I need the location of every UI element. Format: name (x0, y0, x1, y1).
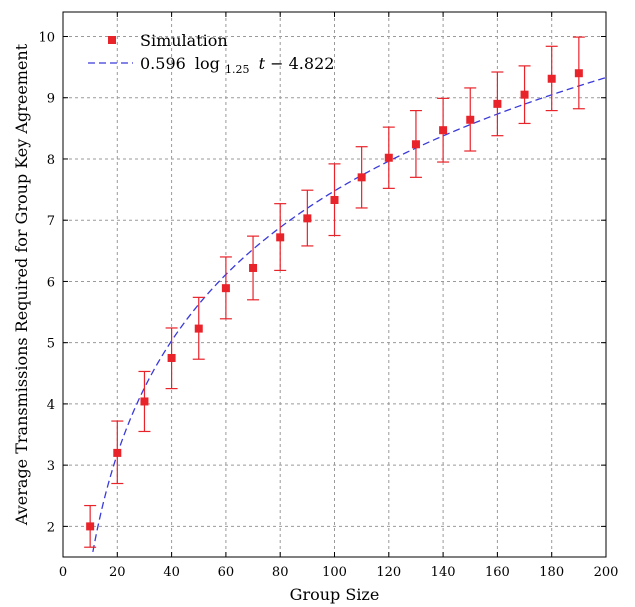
y-tick-label: 8 (47, 153, 55, 168)
legend-fit-base: 1.25 (225, 63, 250, 76)
simulation-point (276, 233, 285, 242)
simulation-point (221, 284, 230, 293)
x-axis-ticks: 0 20 40 60 80 100 120 140 160 180 200 (59, 12, 619, 580)
y-tick-label: 4 (47, 398, 55, 413)
y-tick-label: 9 (47, 92, 55, 107)
x-tick-label: 40 (163, 565, 180, 580)
simulation-point (167, 353, 176, 362)
x-tick-label: 0 (59, 565, 67, 580)
simulation-point (194, 324, 203, 333)
x-tick-label: 20 (109, 565, 126, 580)
simulation-points (86, 69, 583, 531)
x-tick-label: 120 (376, 565, 401, 580)
legend-label-simulation: Simulation (140, 31, 228, 50)
legend-fit-var: t (259, 54, 266, 73)
simulation-point (439, 126, 448, 135)
x-tick-label: 100 (322, 565, 347, 580)
simulation-point (384, 153, 393, 162)
y-axis-title: Average Transmissions Required for Group… (12, 43, 31, 526)
x-tick-label: 200 (594, 565, 619, 580)
x-tick-label: 160 (485, 565, 510, 580)
y-axis-ticks: 2 3 4 5 6 7 8 9 10 (38, 30, 606, 535)
simulation-point (303, 214, 312, 223)
legend-fit-rest: − 4.822 (270, 54, 334, 73)
simulation-point (330, 195, 339, 204)
y-tick-label: 7 (47, 214, 55, 229)
simulation-point (140, 397, 149, 406)
simulation-point (86, 522, 95, 531)
simulation-point (520, 90, 529, 99)
y-tick-label: 3 (47, 459, 55, 474)
x-tick-label: 60 (218, 565, 235, 580)
fit-curve-layer (92, 76, 607, 553)
y-tick-label: 6 (47, 275, 55, 290)
y-tick-label: 10 (38, 30, 55, 45)
simulation-point (249, 263, 258, 272)
simulation-point (466, 115, 475, 124)
simulation-point (113, 448, 122, 457)
y-tick-label: 5 (47, 337, 55, 352)
y-tick-label: 2 (47, 520, 55, 535)
fit-curve (92, 76, 607, 553)
x-tick-label: 180 (539, 565, 564, 580)
simulation-point (493, 99, 502, 108)
x-tick-label: 80 (272, 565, 289, 580)
legend-fit-log: log (195, 54, 220, 73)
legend-fit-coef: 0.596 (140, 54, 186, 73)
x-tick-label: 140 (431, 565, 456, 580)
simulation-point (574, 69, 583, 78)
legend-marker-simulation (108, 36, 116, 44)
simulation-point (411, 140, 420, 149)
legend-label-fit: 0.596 log 1.25 t − 4.822 (140, 54, 334, 77)
simulation-point (357, 173, 366, 182)
x-axis-title: Group Size (290, 585, 380, 604)
simulation-point (547, 74, 556, 83)
legend: Simulation 0.596 log 1.25 t − 4.822 (88, 31, 334, 77)
